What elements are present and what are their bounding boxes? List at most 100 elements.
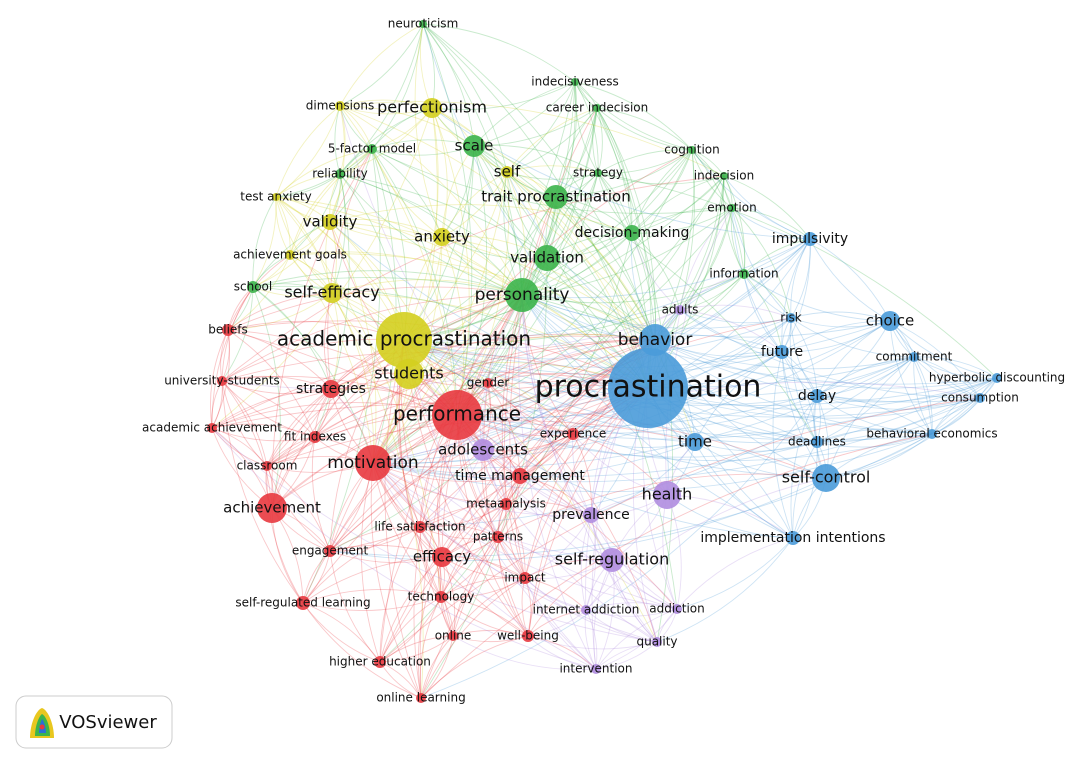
edge [527,609,587,637]
node-label: future [761,344,803,360]
node [909,352,919,362]
edge [403,309,681,349]
node [571,78,579,86]
edge [266,388,332,467]
edge [227,292,333,331]
edge [679,304,792,319]
node [581,605,591,615]
edge [509,196,557,579]
edge [743,273,792,319]
node-label: online [435,629,472,643]
edge [816,397,981,443]
edge [631,232,681,311]
edge [372,462,587,611]
edge [379,526,421,663]
edge [593,559,613,670]
edge [441,145,475,238]
edge [456,414,933,462]
edge [555,81,578,198]
edge [419,524,499,538]
edge [596,107,693,151]
node-label: procrastination [535,370,762,405]
node-label: deadlines [788,435,846,449]
edge [329,221,656,341]
node-label: behavior [618,330,693,350]
edge [691,149,733,209]
edge [329,221,443,241]
edge [221,352,649,389]
edge [339,105,592,516]
edge [631,149,693,234]
edge [379,556,443,663]
edge [289,148,373,256]
node-label: test anxiety [240,190,311,204]
node-label: impact [504,571,546,585]
node-label: addiction [649,602,705,616]
edge [723,175,746,275]
edge [211,388,332,429]
node-label: experience [540,427,607,441]
edge [339,105,458,416]
edge [816,395,933,435]
edge [334,105,341,175]
edge [302,148,381,604]
edge [596,107,603,174]
edge [360,462,381,663]
node-label: scale [455,137,494,155]
node [257,493,287,523]
node-label: decision-making [575,225,690,241]
edge [521,294,658,643]
node-label: self [494,163,521,181]
edge [302,339,656,604]
logo-box[interactable]: VOSviewer [15,695,173,749]
edge [473,107,598,147]
edge [419,23,433,109]
edge [327,148,373,390]
edge [595,559,615,670]
edge [527,635,597,670]
edge [211,427,658,643]
edge [289,251,523,296]
edge [574,81,599,174]
edge [403,339,933,441]
edge [473,145,523,296]
node-label: school [234,280,272,294]
edge [790,311,891,322]
edge [654,238,811,341]
edge [339,105,656,341]
edge [422,23,576,83]
edge [790,317,891,328]
edge [371,139,475,150]
edge [302,588,442,604]
edge [913,356,981,399]
edge [372,339,656,464]
edge [572,433,592,516]
edge [271,414,458,509]
edge [252,196,277,288]
node [593,104,601,112]
node [653,481,681,509]
edge [521,273,745,304]
edge [654,339,998,389]
edge [371,148,649,389]
edge [654,175,725,341]
node-label: cognition [664,143,719,157]
edge [331,279,523,296]
edge [211,427,316,442]
node [247,281,259,293]
edge [585,602,678,611]
edge [555,196,656,341]
edge [679,309,981,399]
node [720,172,728,180]
edge [487,382,658,643]
node-label: consumption [941,391,1019,405]
edge [889,320,933,435]
edge [422,23,473,416]
edge [329,148,373,223]
edge [521,294,592,516]
edge [596,107,633,234]
edge [403,339,827,479]
edge [372,433,574,468]
edge [440,596,529,637]
edge [339,105,523,296]
